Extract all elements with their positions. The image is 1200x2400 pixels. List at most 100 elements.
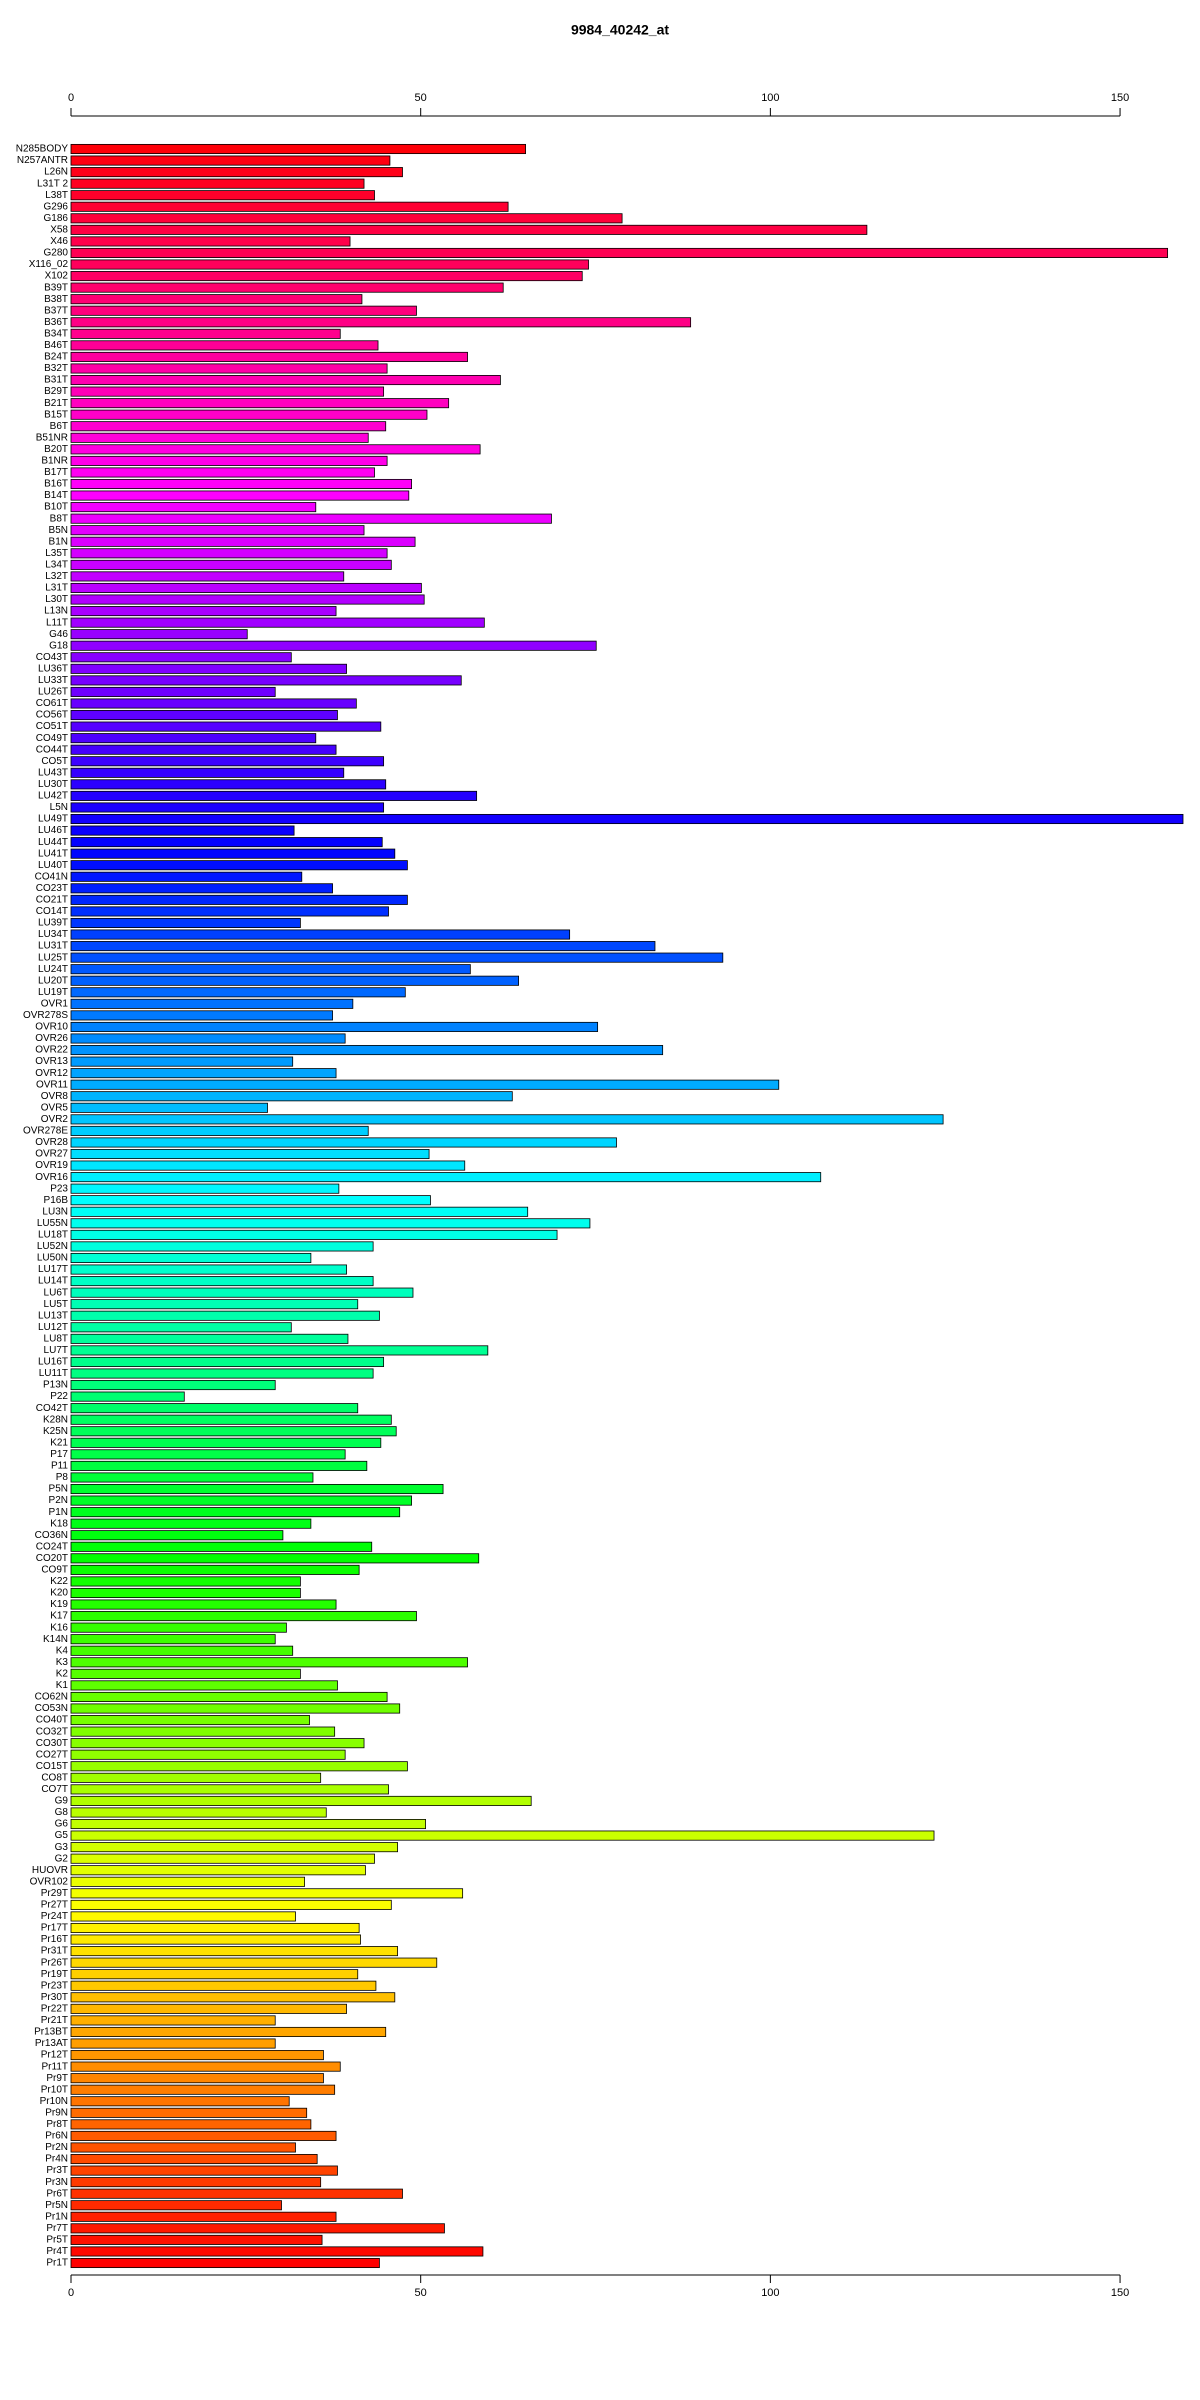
y-tick-label: K2 [56, 1668, 69, 1679]
bar [70, 409, 428, 420]
bar [70, 594, 425, 605]
y-tick-label: B24T [44, 352, 68, 363]
y-tick-label: L38T [45, 190, 68, 201]
y-tick-label: P17 [50, 1449, 68, 1460]
bar [70, 1784, 389, 1795]
y-tick-label: G6 [55, 1819, 69, 1830]
bar [70, 2257, 380, 2269]
bar [70, 328, 341, 339]
bar [70, 1969, 359, 1980]
y-tick-label: OVR5 [41, 1102, 69, 1113]
x-tick-label: 0 [68, 92, 74, 104]
bar [70, 1356, 385, 1367]
y-tick-label: CO23T [36, 883, 68, 894]
y-tick-label: OVR26 [35, 1033, 68, 1044]
y-tick-label: CO43T [36, 652, 68, 663]
y-tick-label: LU6T [44, 1287, 68, 1298]
bar [70, 1980, 377, 1991]
y-tick-label: LU34T [38, 929, 68, 940]
y-tick-label: L31T 2 [37, 178, 68, 189]
bar [70, 213, 623, 224]
y-tick-label: Pr21T [41, 2015, 68, 2026]
bar [70, 894, 408, 905]
bar [70, 756, 385, 767]
bar [70, 1160, 466, 1171]
bar [70, 952, 724, 963]
bar [70, 2107, 308, 2118]
y-tick-label: B16T [44, 479, 68, 490]
y-tick-label: Pr1T [46, 2258, 68, 2269]
y-tick-label: CO42T [36, 1403, 68, 1414]
bar [70, 1587, 301, 1599]
bar [70, 1668, 301, 1679]
bar [70, 1206, 529, 1217]
y-tick-label: OVR12 [35, 1068, 68, 1079]
y-tick-label: CO56T [36, 710, 68, 721]
bar [70, 2211, 337, 2222]
bar [70, 1715, 310, 1726]
x-tick-label: 100 [761, 92, 779, 104]
y-tick-label: CO21T [36, 895, 68, 906]
y-tick-label: B1NR [41, 456, 68, 467]
y-tick-label: LU13T [38, 1310, 68, 1321]
bar [70, 1772, 322, 1783]
y-tick-label: B37T [44, 305, 68, 316]
bar [70, 525, 365, 536]
y-tick-label: P16B [44, 1195, 69, 1206]
y-tick-label: Pr10N [40, 2096, 68, 2107]
y-tick-label: OVR22 [35, 1045, 68, 1056]
bar [70, 571, 345, 582]
x-tick-label: 50 [415, 92, 427, 104]
bar [70, 1645, 294, 1656]
bar [70, 317, 692, 328]
y-tick-label: OVR102 [30, 1876, 69, 1887]
y-tick-label: B29T [44, 386, 68, 397]
y-tick-label: P22 [50, 1391, 68, 1402]
y-tick-label: X46 [50, 236, 68, 247]
y-tick-label: Pr2N [45, 2142, 68, 2153]
y-tick-label: B31T [44, 375, 68, 386]
y-tick-label: Pr12T [41, 2050, 68, 2061]
bar [70, 190, 375, 201]
y-tick-label: LU8T [44, 1333, 68, 1344]
bar [70, 398, 450, 409]
y-tick-label: B46T [44, 340, 68, 351]
bar [70, 1368, 374, 1379]
bar [70, 1460, 368, 1471]
bar [70, 1183, 340, 1194]
bar [70, 2234, 323, 2245]
y-tick-label: B51NR [36, 432, 68, 443]
bar [70, 2177, 322, 2188]
y-tick-label: Pr10T [41, 2084, 68, 2095]
bar [70, 247, 1169, 258]
y-tick-label: B1N [49, 536, 68, 547]
y-tick-label: P8 [56, 1472, 69, 1483]
bar [70, 1576, 301, 1587]
y-tick-label: LU50N [37, 1253, 68, 1264]
bar [70, 1911, 296, 1922]
y-tick-label: B20T [44, 444, 68, 455]
y-tick-label: OVR10 [35, 1022, 68, 1033]
bar [70, 1426, 397, 1437]
bar [70, 1992, 396, 2003]
y-tick-label: OVR13 [35, 1056, 68, 1067]
bar [70, 1079, 780, 1090]
bar [70, 1218, 591, 1229]
bar [70, 1853, 375, 1864]
y-tick-label: CO36N [35, 1530, 68, 1541]
bar [70, 663, 347, 674]
y-tick-label: LU24T [38, 964, 68, 975]
bar [70, 744, 337, 755]
bar [70, 1957, 438, 1968]
bar [70, 1045, 664, 1056]
y-tick-label: Pr4T [46, 2246, 68, 2257]
bar [70, 1842, 399, 1853]
bar [70, 698, 357, 709]
y-tick-label: CO53N [35, 1703, 68, 1714]
bar [70, 813, 1184, 825]
y-tick-label: X102 [45, 271, 69, 282]
bar [70, 917, 301, 928]
bar [70, 548, 388, 559]
y-tick-label: K14N [43, 1634, 68, 1645]
bar [70, 1599, 337, 1610]
